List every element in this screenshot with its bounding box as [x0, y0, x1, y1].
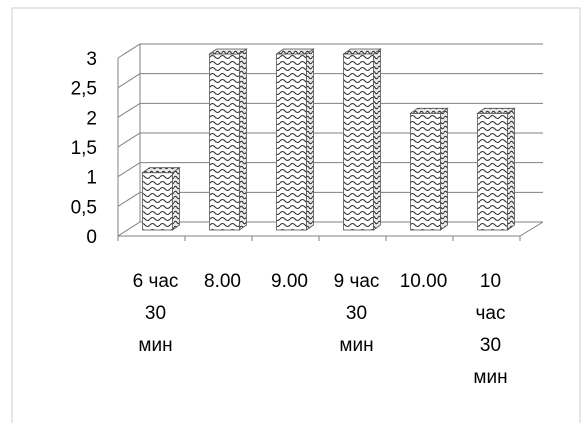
bar — [342, 48, 382, 231]
bar — [141, 166, 181, 231]
bar — [409, 107, 449, 231]
x-tick-label: 9 час 30 мин — [334, 271, 380, 356]
x-tick-label: 6 час 30 мин — [133, 271, 179, 356]
bar — [208, 48, 248, 231]
gridline — [117, 43, 543, 59]
x-tick-label: 10.00 — [400, 271, 448, 292]
x-tick-label: 9.00 — [271, 271, 308, 292]
y-tick-label: 0 — [86, 227, 97, 248]
y-tick-label: 3 — [86, 49, 97, 70]
bar — [476, 107, 516, 231]
y-tick-label: 1 — [86, 168, 97, 189]
x-tick-label: 8.00 — [204, 271, 241, 292]
gridline — [117, 73, 543, 89]
chart-frame — [11, 7, 581, 428]
y-tick-label: 2 — [86, 108, 97, 129]
bar — [275, 48, 315, 231]
y-tick-label: 2,5 — [71, 79, 97, 100]
y-tick-label: 0,5 — [71, 197, 97, 218]
x-tick-label: 10 час 30 мин — [473, 271, 507, 388]
y-tick-label: 1,5 — [71, 138, 97, 159]
